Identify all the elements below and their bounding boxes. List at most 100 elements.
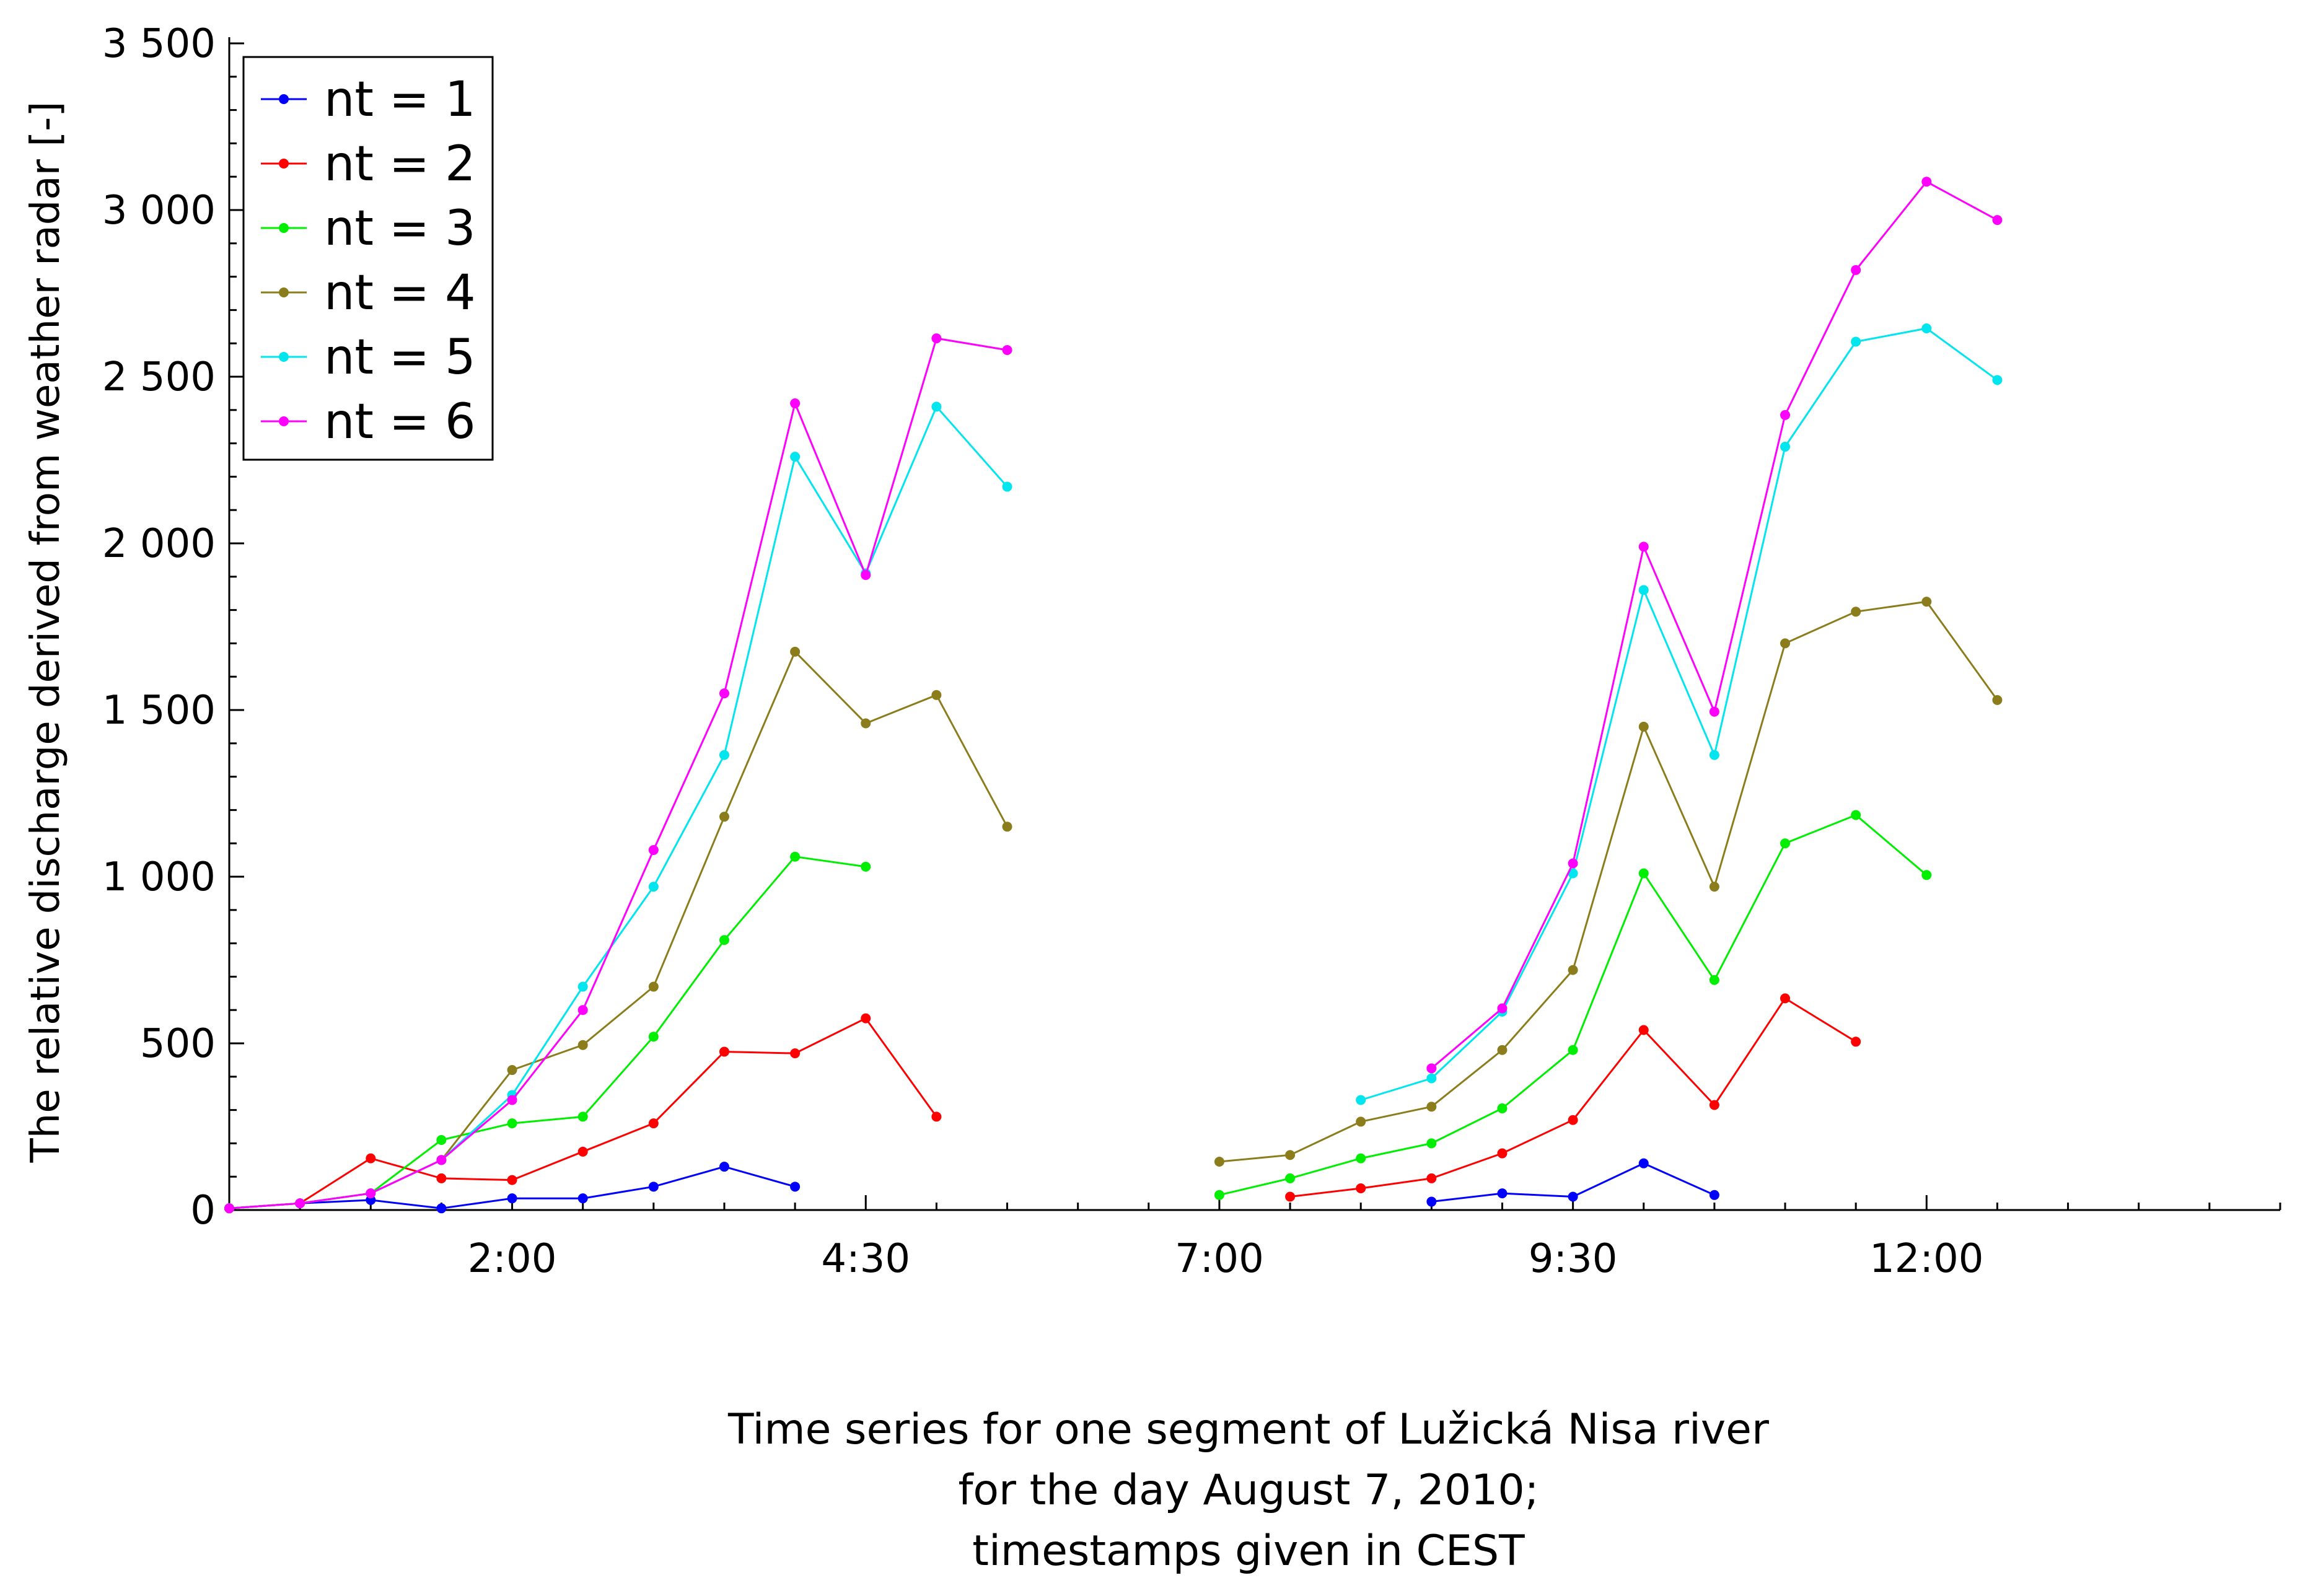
data-point	[1002, 822, 1012, 832]
series-2	[224, 993, 1861, 1214]
data-point	[1638, 585, 1649, 595]
data-point	[1709, 1100, 1719, 1110]
series-line	[229, 405, 1008, 1209]
data-point	[1851, 265, 1861, 275]
caption-line-1: Time series for one segment of Lužická N…	[727, 1405, 1769, 1454]
data-point	[1285, 1173, 1296, 1183]
data-point	[1921, 177, 1932, 187]
x-tick-label: 7:00	[1175, 1236, 1264, 1282]
data-point	[1851, 607, 1861, 617]
data-point	[1356, 1183, 1366, 1194]
legend-label: nt = 3	[324, 201, 476, 256]
data-point	[790, 646, 801, 657]
data-point	[719, 688, 729, 699]
series-6	[224, 177, 2003, 1214]
data-point	[507, 1175, 517, 1185]
data-point	[366, 1153, 376, 1164]
data-point	[507, 1118, 517, 1129]
legend-label: nt = 2	[324, 136, 476, 192]
data-point	[1426, 1063, 1437, 1074]
data-point	[1568, 965, 1578, 975]
data-point	[1638, 721, 1649, 732]
legend-label: nt = 1	[324, 72, 476, 128]
y-tick-label: 0	[190, 1188, 216, 1234]
data-point	[1285, 1150, 1296, 1160]
data-point	[861, 718, 871, 729]
data-point	[648, 1182, 659, 1192]
data-point	[1851, 336, 1861, 347]
y-axis-title: The relative discharge derived from weat…	[23, 102, 69, 1164]
legend-swatch-marker	[279, 223, 289, 233]
series-layer	[224, 177, 2003, 1214]
data-point	[1002, 481, 1012, 492]
data-point	[790, 1048, 801, 1059]
series-line	[1360, 327, 1998, 1101]
series-3	[224, 810, 1932, 1214]
data-point	[861, 570, 871, 581]
data-point	[1356, 1153, 1366, 1164]
legend-label: nt = 5	[324, 330, 476, 385]
x-tick-label: 2:00	[468, 1236, 557, 1282]
series-line	[1431, 180, 1998, 1069]
series-line	[229, 856, 866, 1209]
data-point	[719, 1046, 729, 1057]
caption-line-2: for the day August 7, 2010;	[958, 1466, 1538, 1515]
data-point	[648, 882, 659, 892]
data-point	[931, 401, 942, 412]
data-point	[1497, 1103, 1508, 1113]
data-point	[790, 452, 801, 462]
data-point	[719, 1162, 729, 1172]
data-point	[1002, 344, 1012, 355]
data-point	[1992, 215, 2003, 226]
data-point	[1497, 1188, 1508, 1199]
data-point	[1426, 1138, 1437, 1149]
data-point	[1638, 1025, 1649, 1035]
legend-item: nt = 5	[261, 330, 476, 385]
data-point	[1638, 542, 1649, 552]
series-4	[224, 597, 2003, 1214]
data-point	[1780, 638, 1791, 649]
series-line	[1219, 600, 1998, 1163]
data-point	[1497, 1003, 1508, 1014]
data-point	[1638, 1158, 1649, 1168]
data-point	[1709, 750, 1719, 760]
data-point	[790, 398, 801, 409]
legend-swatch-marker	[279, 287, 289, 297]
data-point	[1780, 410, 1791, 420]
data-point	[861, 1013, 871, 1024]
data-point	[1426, 1073, 1437, 1084]
y-tick-label: 3 000	[102, 188, 216, 234]
data-point	[1638, 868, 1649, 879]
x-axis-caption: Time series for one segment of Lužická N…	[727, 1405, 1769, 1576]
y-tick-label: 1 000	[102, 854, 216, 900]
data-point	[719, 750, 729, 760]
data-point	[366, 1188, 376, 1199]
legend-item: nt = 1	[261, 72, 476, 128]
data-point	[1356, 1095, 1366, 1105]
data-point	[577, 1112, 588, 1122]
data-point	[1568, 868, 1578, 879]
data-point	[1851, 1037, 1861, 1047]
data-point	[224, 1203, 234, 1214]
data-point	[1497, 1045, 1508, 1055]
data-point	[1709, 975, 1719, 985]
data-point	[1921, 323, 1932, 333]
data-point	[648, 1032, 659, 1042]
data-point	[1568, 1115, 1578, 1125]
data-point	[1992, 695, 2003, 705]
y-tick-label: 1 500	[102, 688, 216, 734]
data-point	[436, 1173, 447, 1183]
data-point	[1356, 1116, 1366, 1127]
legend-swatch-marker	[279, 94, 289, 104]
data-point	[931, 1112, 942, 1122]
legend-label: nt = 6	[324, 394, 476, 450]
legend-swatch-marker	[279, 352, 289, 362]
data-point	[1568, 858, 1578, 869]
y-tick-label: 2 000	[102, 521, 216, 567]
data-point	[507, 1193, 517, 1204]
y-tick-label: 3 500	[102, 21, 216, 67]
data-point	[1426, 1196, 1437, 1207]
data-point	[648, 844, 659, 855]
data-point	[1921, 870, 1932, 880]
